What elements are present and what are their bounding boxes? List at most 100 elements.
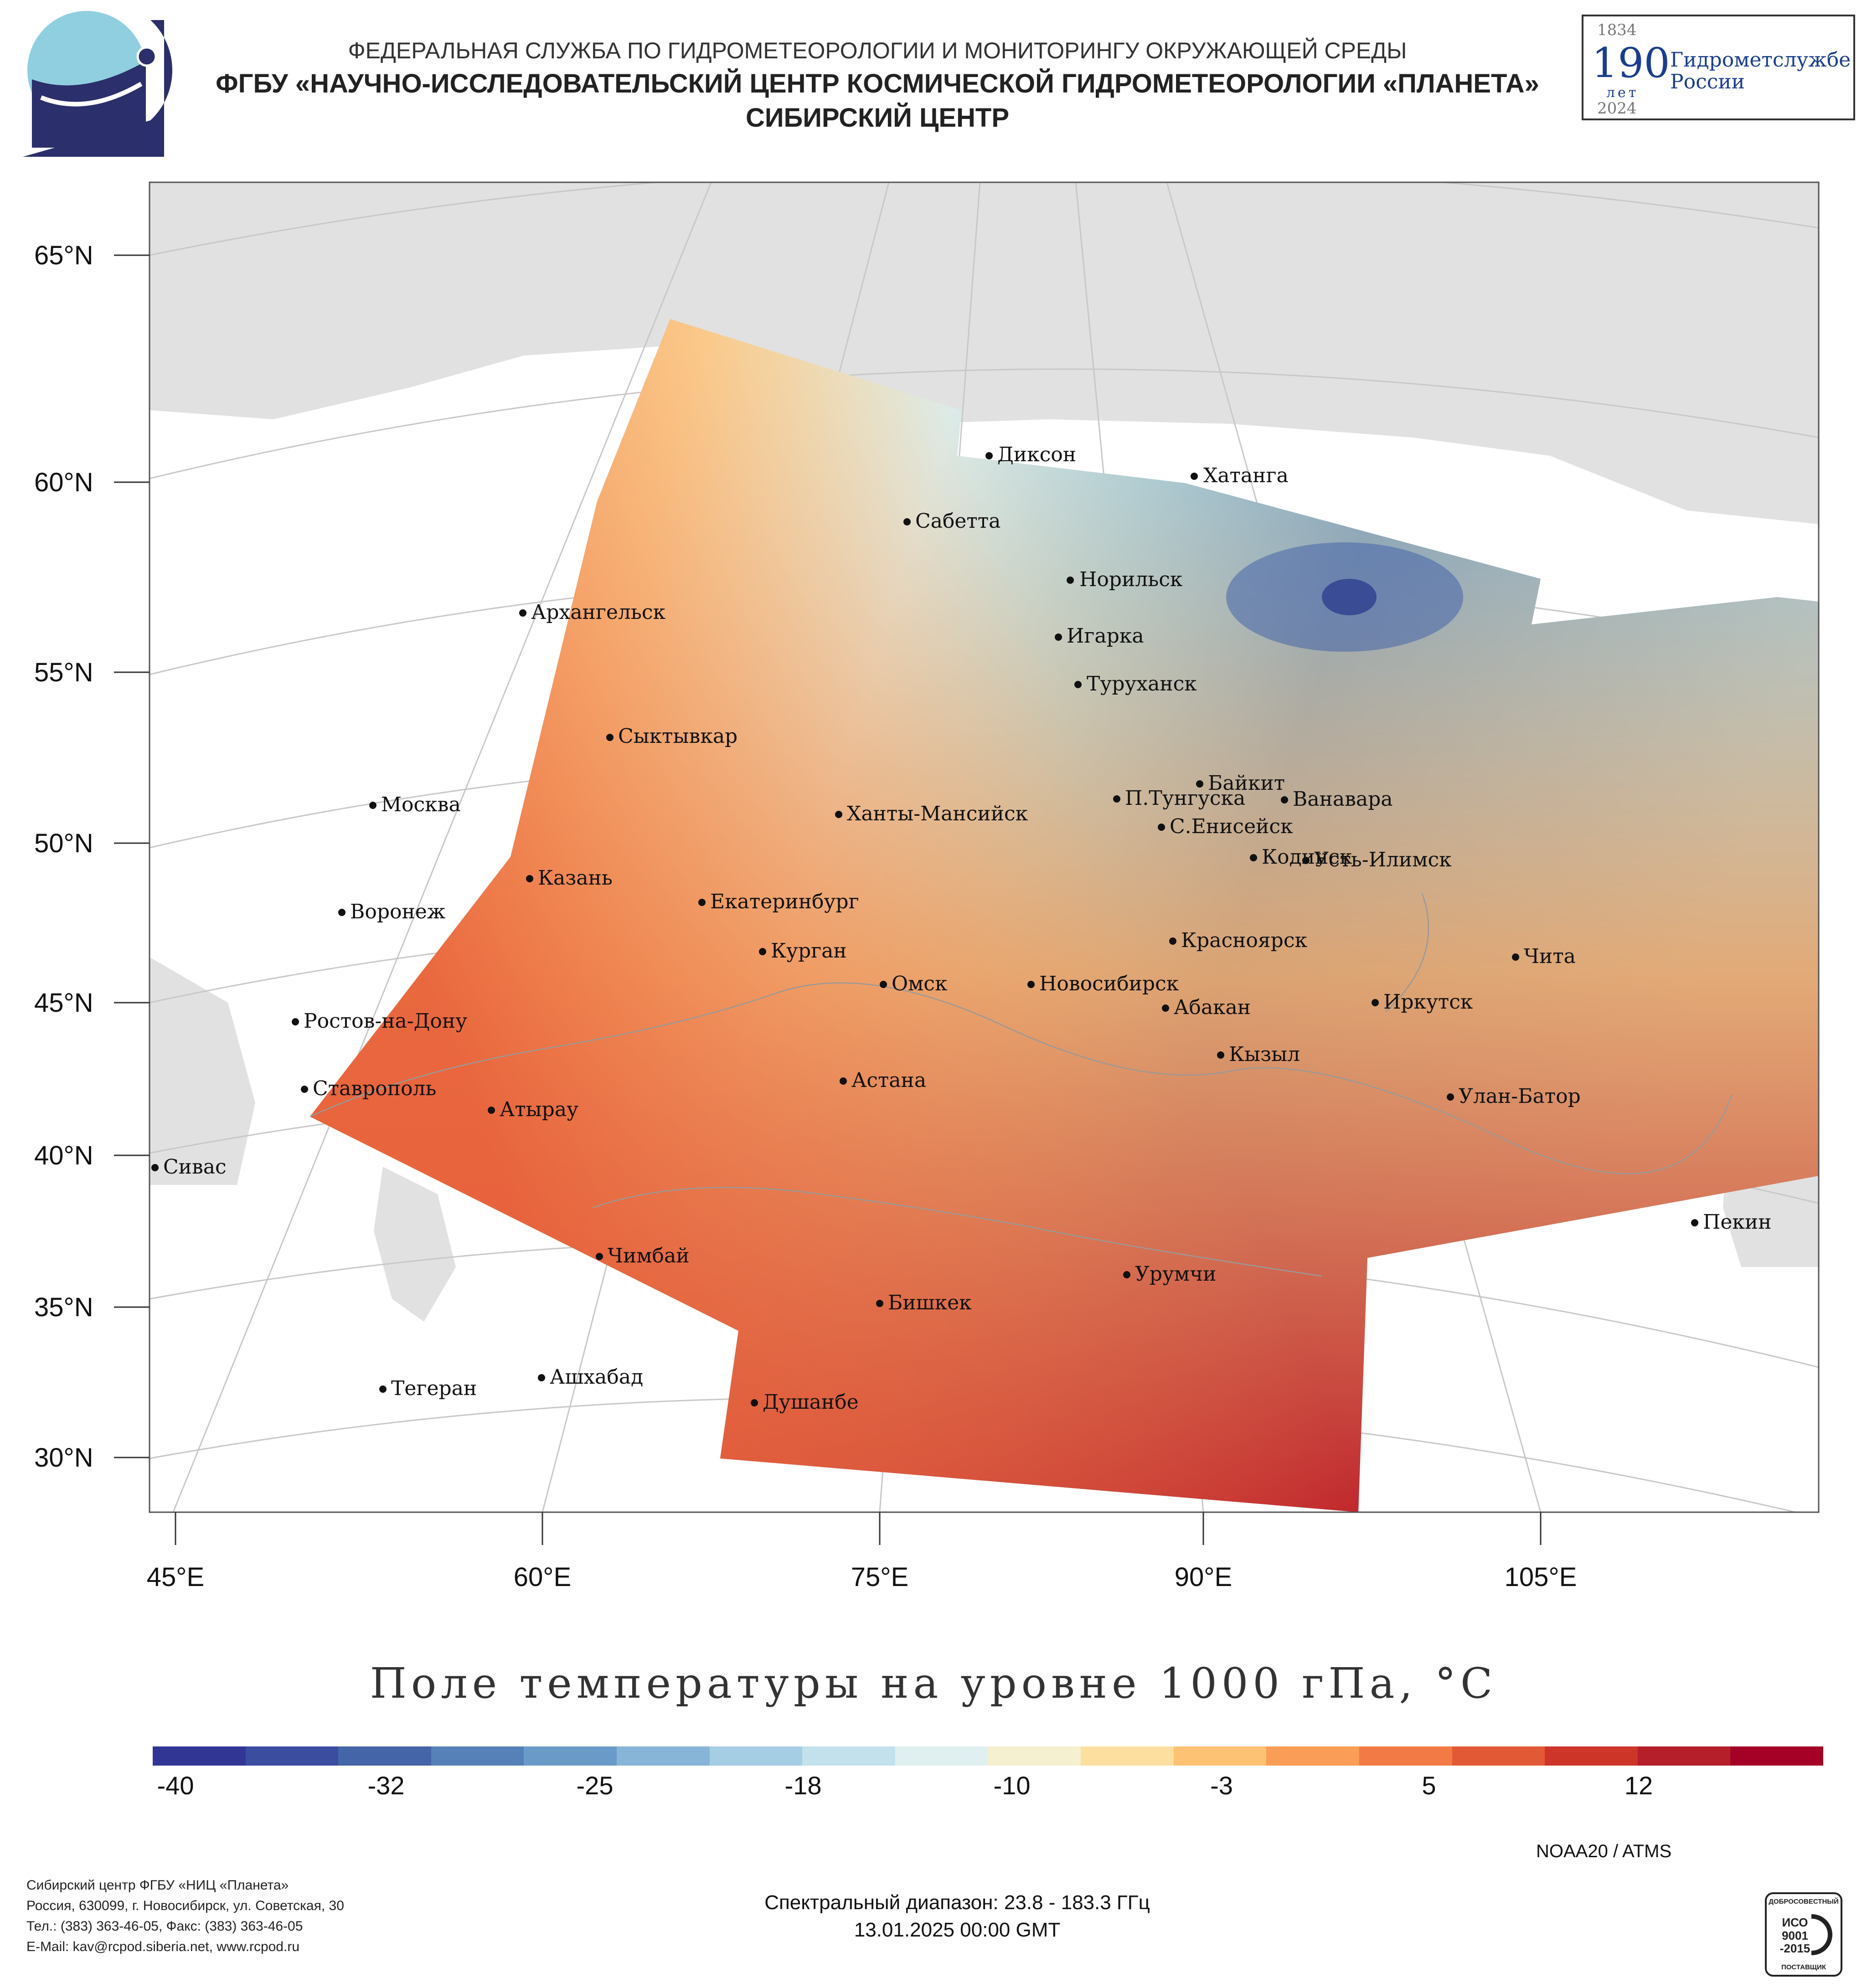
lon-label: 60°E (514, 1562, 571, 1592)
city-label: Абакан (1174, 996, 1251, 1019)
city-label: Казань (538, 866, 613, 890)
lat-label: 40°N (34, 1141, 93, 1170)
city-marker: Тегеран (379, 1377, 477, 1400)
city-marker: Екатеринбург (698, 890, 859, 913)
city-label: Игарка (1067, 624, 1144, 648)
city-marker: Ростов-на-Дону (292, 1009, 467, 1033)
colorbar-segment (1173, 1746, 1267, 1766)
city-label: Чимбай (608, 1244, 690, 1267)
colorbar-segment (431, 1746, 524, 1766)
map-frame (149, 181, 1820, 1513)
colorbar-segment (1637, 1746, 1731, 1766)
lon-label: 90°E (1175, 1562, 1232, 1592)
city-label: Тегеран (391, 1377, 477, 1400)
city-label: Омск (892, 972, 947, 995)
colorbar-tick: -3 (1210, 1771, 1233, 1800)
lat-label: 30°N (34, 1443, 93, 1473)
city-label: Сивас (163, 1155, 227, 1179)
city-marker: Урумчи (1123, 1262, 1217, 1286)
city-label: Курган (771, 939, 847, 963)
iso-c-mark-icon (1811, 1914, 1832, 1955)
city-label: Усть-Илимск (1314, 848, 1452, 871)
lat-label: 60°N (34, 468, 93, 497)
iso-code: ИСО 9001 -2015 (1779, 1916, 1810, 1956)
badge-year-end: 2024 (1597, 99, 1637, 118)
city-label: Красноярск (1181, 929, 1307, 952)
city-label: Туруханск (1087, 672, 1197, 695)
black-sea-region (150, 957, 255, 1185)
city-marker: Астана (840, 1069, 926, 1092)
badge-text-line2: России (1670, 70, 1745, 93)
city-label: Пекин (1703, 1210, 1772, 1234)
colorbar-segment (1359, 1746, 1452, 1766)
colorbar-segment (802, 1746, 895, 1766)
colorbar-tick: -32 (367, 1771, 405, 1800)
header-agency-line: ФЕДЕРАЛЬНАЯ СЛУЖБА ПО ГИДРОМЕТЕОРОЛОГИИ … (348, 38, 1407, 63)
colorbar-tick: -10 (993, 1771, 1031, 1800)
colorbar-segment (153, 1746, 246, 1766)
badge-text-line1: Гидрометслужбе (1670, 48, 1851, 72)
city-marker: Архангельск (519, 601, 665, 624)
borders (309, 893, 1733, 1277)
city-label: Улан-Батор (1459, 1085, 1581, 1108)
colorbar-segment (1266, 1746, 1359, 1766)
badge-unit: лет (1606, 85, 1639, 101)
city-label: Бишкек (888, 1291, 972, 1314)
colorbar-tick: -40 (157, 1771, 194, 1800)
city-label: Москва (381, 793, 461, 816)
city-label: Кызыл (1229, 1043, 1300, 1066)
city-marker: Воронеж (338, 900, 445, 923)
colorbar-segment (895, 1746, 988, 1766)
colorbar-segment (988, 1746, 1081, 1766)
city-marker: Норильск (1067, 568, 1182, 591)
city-label: Атырау (500, 1098, 578, 1121)
city-label: С.Енисейск (1170, 815, 1293, 838)
lon-labels: 45°E 60°E 75°E 90°E 105°E (147, 1562, 1577, 1592)
lon-label: 105°E (1505, 1562, 1577, 1592)
colorbar-segment (338, 1746, 431, 1766)
colorbar-tick: -25 (576, 1771, 614, 1800)
city-marker: Кызыл (1217, 1043, 1300, 1066)
city-label: Ставрополь (313, 1077, 436, 1100)
city-marker: Душанбе (751, 1391, 859, 1414)
city-marker: Ванавара (1281, 788, 1393, 811)
city-marker: Новосибирск (1027, 972, 1179, 995)
city-marker: Абакан (1162, 996, 1251, 1019)
temperature-map: 65°N 60°N 55°N 50°N 45°N 40°N 35°N 30°N … (34, 181, 1820, 1592)
cold-core-center (1322, 579, 1377, 615)
iso-top-text: ДОБРОСОВЕСТНЫЙ (1769, 1898, 1839, 1906)
colorbar-segment (1081, 1746, 1174, 1766)
city-marker: Ставрополь (301, 1077, 436, 1100)
footer-phone: Тел.: (383) 363-46-05, Факс: (383) 363-4… (26, 1919, 303, 1934)
city-marker: Омск (880, 972, 947, 995)
chart-title: Поле температуры на уровне 1000 гПа, °С (370, 1659, 1497, 1708)
colorbar-tick: 12 (1624, 1771, 1653, 1800)
colorbar-segment (617, 1746, 710, 1766)
city-marker: Чита (1512, 945, 1576, 968)
city-marker: Хатанга (1191, 464, 1289, 487)
city-marker: Атырау (488, 1098, 578, 1121)
city-marker: Ханты-Мансийск (835, 802, 1028, 825)
colorbar-tick: -18 (784, 1771, 822, 1800)
city-label: Ханты-Мансийск (847, 802, 1028, 825)
footer-email: E-Mail: kav@rcpod.siberia.net, www.rcpod… (26, 1939, 300, 1954)
badge-year-start: 1834 (1597, 21, 1637, 39)
city-marker: Красноярск (1169, 929, 1307, 952)
city-label: Екатеринбург (710, 890, 859, 913)
city-label: Архангельск (531, 601, 665, 624)
city-label: Хатанга (1203, 464, 1289, 487)
northern-land (150, 182, 1819, 524)
lon-label: 75°E (851, 1562, 908, 1592)
city-marker: Ашхабад (538, 1365, 643, 1389)
city-label: Ашхабад (550, 1365, 643, 1389)
city-label: Ванавара (1293, 788, 1393, 811)
city-marker: Сабетта (903, 510, 1001, 533)
city-label: Сабетта (915, 510, 1001, 533)
city-marker: Бишкек (876, 1291, 972, 1314)
lat-label: 45°N (34, 988, 93, 1018)
header-institute-line: ФГБУ «НАУЧНО-ИССЛЕДОВАТЕЛЬСКИЙ ЦЕНТР КОС… (216, 69, 1539, 98)
city-marker: Улан-Батор (1447, 1085, 1581, 1108)
city-marker: Туруханск (1074, 672, 1197, 695)
city-marker: Диксон (985, 443, 1076, 466)
city-marker: П.Тунгуска (1113, 787, 1245, 810)
